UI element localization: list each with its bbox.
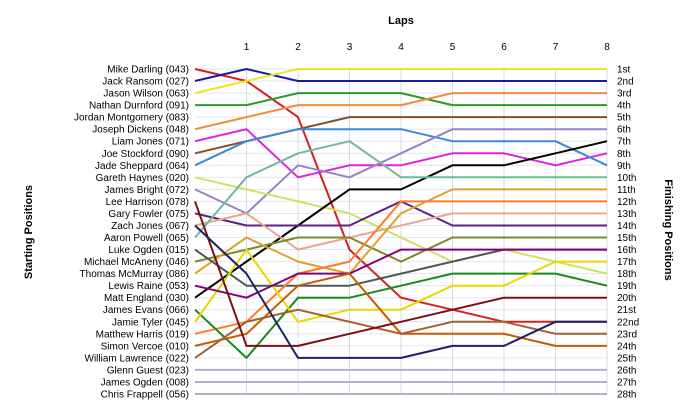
starting-position-label: Jason Wilson (063) xyxy=(103,89,189,100)
finishing-position-label: 23rd xyxy=(617,329,637,340)
finishing-position-label: 25th xyxy=(617,353,636,364)
finishing-position-label: 16th xyxy=(617,245,636,256)
lap-tick-labels: 1 2 3 4 5 6 7 8 xyxy=(244,42,611,53)
starting-position-label: Matt England (030) xyxy=(104,293,189,304)
finishing-position-label: 21st xyxy=(617,305,636,316)
finishing-position-label: 7th xyxy=(617,137,631,148)
finishing-position-label: 12th xyxy=(617,197,636,208)
starting-position-label: Michael McAneny (046) xyxy=(84,257,189,268)
finishing-position-label: 11th xyxy=(617,185,636,196)
x-axis-title: Laps xyxy=(388,15,414,27)
starting-position-label: William Lawrence (022) xyxy=(85,353,189,364)
finishing-position-label: 22nd xyxy=(617,317,639,328)
starting-position-label: Simon Vercoe (010) xyxy=(101,341,189,352)
series-line-4 xyxy=(195,92,607,107)
lap-tick-label: 2 xyxy=(295,42,301,53)
lap-tick-label: 5 xyxy=(450,42,456,53)
finishing-position-label: 15th xyxy=(617,233,636,244)
starting-position-label: Zach Jones (067) xyxy=(111,221,189,232)
series-line-18 xyxy=(194,200,607,335)
lap-tick-label: 7 xyxy=(553,42,559,53)
series-line-2 xyxy=(194,68,607,82)
lap-tick-label: 1 xyxy=(244,42,250,53)
starting-position-label: James Bright (072) xyxy=(105,185,189,196)
series-line-16 xyxy=(194,140,607,239)
left-axis-title: Starting Positions xyxy=(23,185,35,279)
starting-position-label: Luke Ogden (015) xyxy=(108,245,189,256)
finishing-position-label: 6th xyxy=(617,125,631,136)
finishing-position-label: 8th xyxy=(617,149,631,160)
starting-position-label: Joseph Dickens (048) xyxy=(92,125,189,136)
starting-position-label: Liam Jones (071) xyxy=(112,137,189,148)
starting-position-label: Gary Fowler (075) xyxy=(108,209,189,220)
right-axis-title: Finishing Positions xyxy=(662,179,674,280)
finishing-position-label: 24th xyxy=(617,341,636,352)
starting-position-label: Jack Ransom (027) xyxy=(102,77,189,88)
finishing-position-label: 20th xyxy=(617,293,636,304)
finishing-position-label: 2nd xyxy=(617,77,634,88)
lap-tick-label: 3 xyxy=(347,42,353,53)
starting-position-label: James Evans (066) xyxy=(103,305,189,316)
series-line-7 xyxy=(194,128,608,179)
lap-tick-label: 6 xyxy=(501,42,507,53)
series-line-5 xyxy=(194,92,607,131)
series-line-11 xyxy=(194,140,608,299)
finishing-position-label: 18th xyxy=(617,269,636,280)
finishing-position-label: 17th xyxy=(617,257,636,268)
series-line-9 xyxy=(194,128,607,215)
starting-position-label: Thomas McMurray (086) xyxy=(80,269,189,280)
series-line-3 xyxy=(194,68,607,95)
starting-position-label: Nathan Durnford (091) xyxy=(89,101,189,112)
finishing-position-labels: 1st2nd3rd4th5th6th7th8th9th10th11th12th1… xyxy=(617,65,639,401)
starting-position-labels: Mike Darling (043)Jack Ransom (027)Jason… xyxy=(74,65,189,401)
starting-position-label: Glenn Guest (023) xyxy=(107,365,189,376)
series-line-15 xyxy=(194,188,607,275)
series-line-1 xyxy=(194,68,607,323)
series-line-25 xyxy=(194,224,607,359)
starting-position-label: Aaron Powell (065) xyxy=(104,233,189,244)
series-lines xyxy=(194,68,608,395)
lap-tick-label: 4 xyxy=(398,42,404,53)
starting-position-label: James Ogden (008) xyxy=(101,377,189,388)
series-line-8 xyxy=(194,128,608,167)
series-line-20 xyxy=(194,248,607,323)
finishing-position-label: 1st xyxy=(617,65,631,76)
starting-position-label: Lee Harrison (078) xyxy=(106,197,189,208)
starting-position-label: Chris Frappell (056) xyxy=(101,390,189,401)
series-line-19 xyxy=(194,272,608,359)
finishing-position-label: 9th xyxy=(617,161,631,172)
finishing-position-label: 26th xyxy=(617,365,636,376)
series-line-10 xyxy=(194,176,608,275)
starting-position-label: Matthew Harris (019) xyxy=(96,329,189,340)
starting-position-label: Joe Stockford (090) xyxy=(102,149,189,160)
finishing-position-label: 28th xyxy=(617,390,636,401)
finishing-position-label: 27th xyxy=(617,377,636,388)
series-line-24 xyxy=(194,201,607,347)
finishing-position-label: 3rd xyxy=(617,89,631,100)
starting-position-label: Jordan Montgomery (083) xyxy=(74,113,189,124)
starting-position-label: Lewis Raine (053) xyxy=(108,281,189,292)
lap-tick-label: 8 xyxy=(604,42,610,53)
finishing-position-label: 13th xyxy=(617,209,636,220)
starting-position-label: Mike Darling (043) xyxy=(107,65,189,76)
finishing-position-label: 5th xyxy=(617,113,631,124)
starting-position-label: Jamie Tyler (045) xyxy=(112,317,189,328)
starting-position-label: Jade Sheppard (064) xyxy=(95,161,189,172)
series-line-13 xyxy=(194,212,607,251)
series-line-21 xyxy=(194,248,607,299)
finishing-position-label: 4th xyxy=(617,101,631,112)
finishing-position-label: 10th xyxy=(617,173,636,184)
finishing-position-label: 19th xyxy=(617,281,636,292)
starting-position-label: Gareth Haynes (020) xyxy=(96,173,189,184)
finishing-position-label: 14th xyxy=(617,221,636,232)
